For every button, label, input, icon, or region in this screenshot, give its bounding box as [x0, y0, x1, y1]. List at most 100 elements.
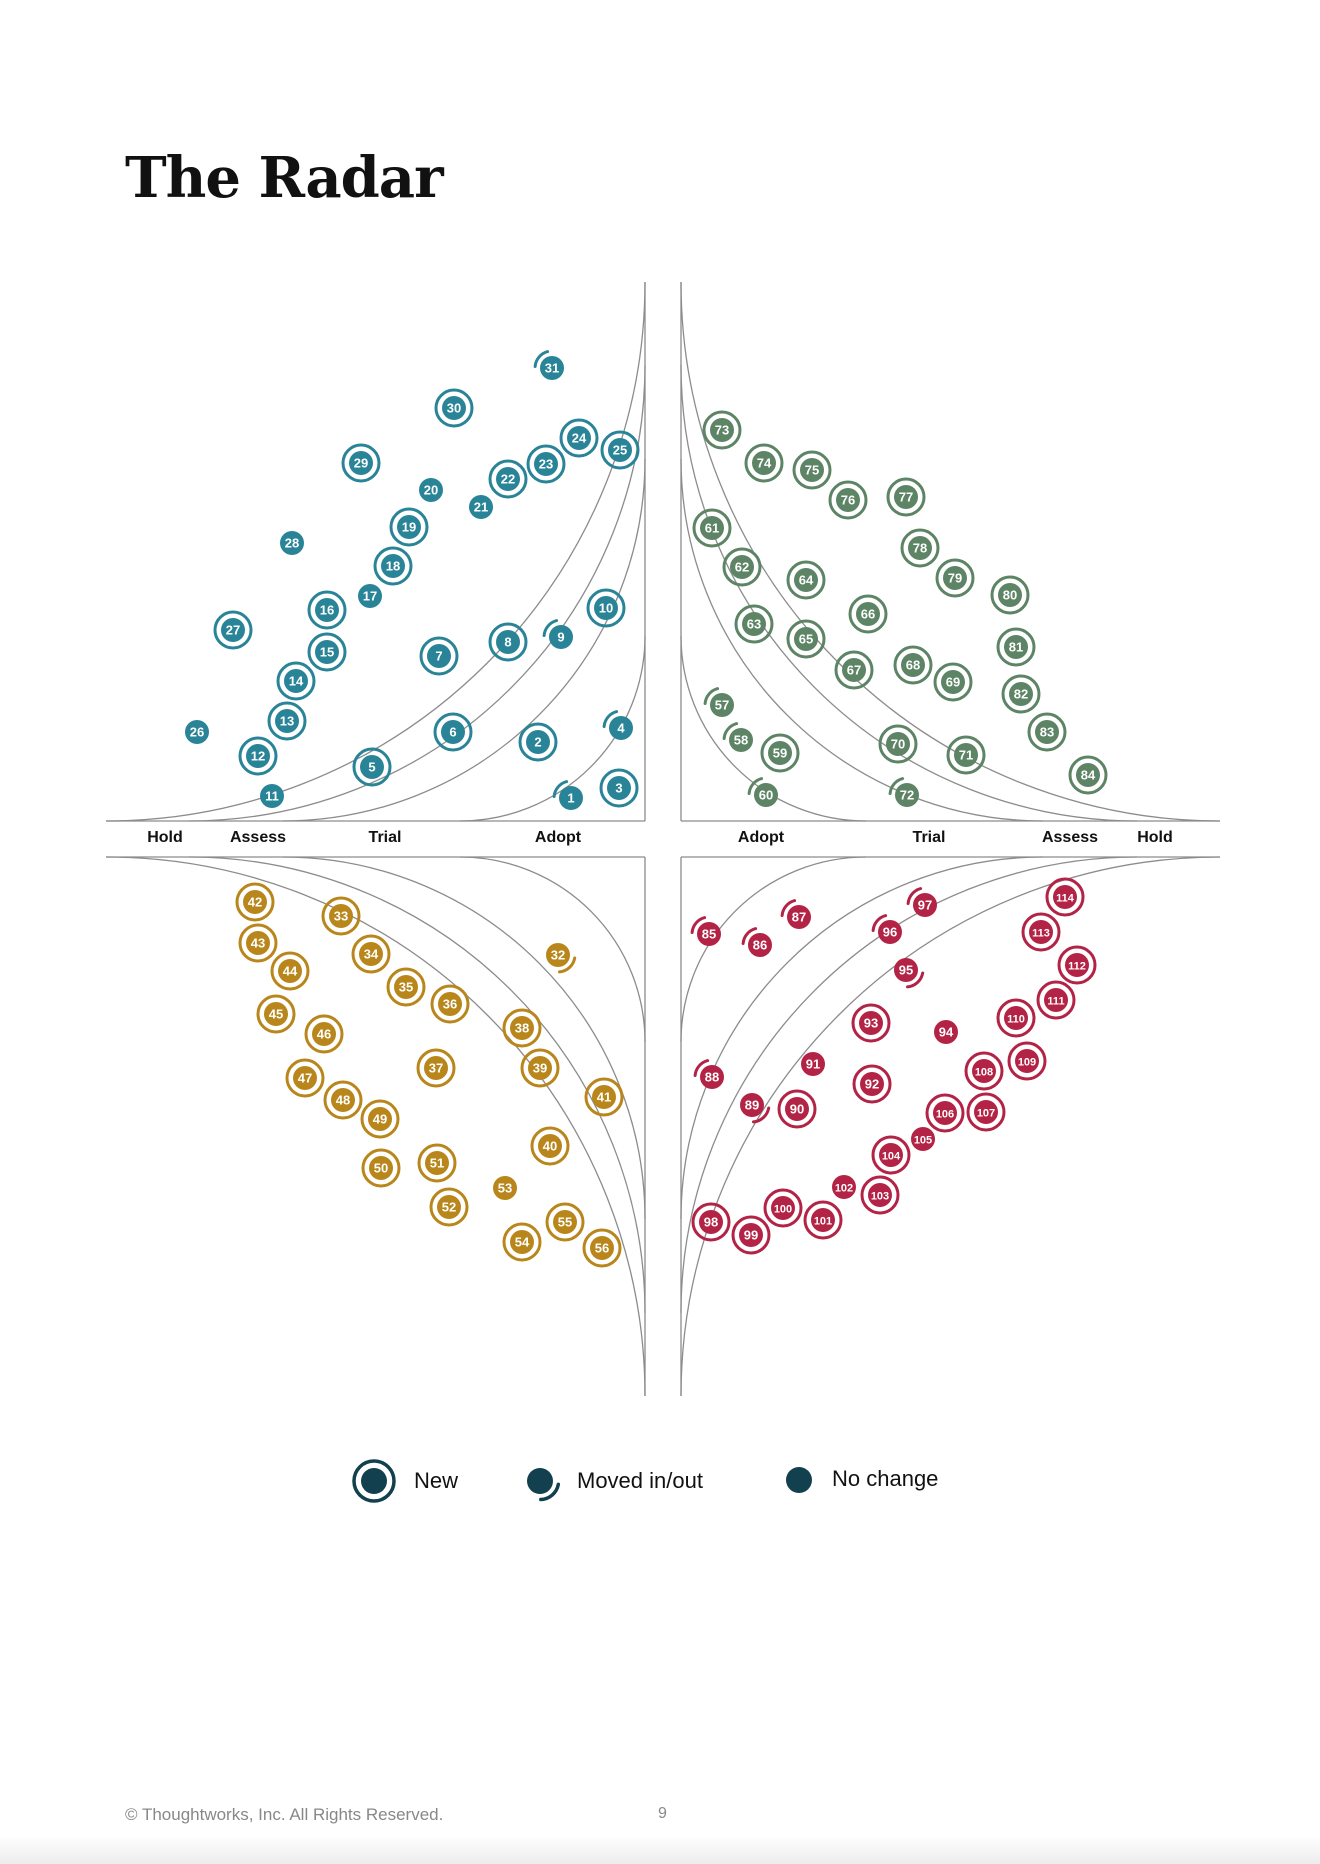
blip-46[interactable]: 46	[304, 1014, 344, 1054]
blip-21[interactable]: 21	[469, 495, 493, 519]
blip-107[interactable]: 107	[966, 1092, 1006, 1132]
blip-28[interactable]: 28	[280, 531, 304, 555]
blip-104[interactable]: 104	[871, 1135, 911, 1175]
blip-87[interactable]: 87	[780, 899, 811, 929]
blip-70[interactable]: 70	[878, 724, 918, 764]
blip-15[interactable]: 15	[307, 632, 347, 672]
blip-24[interactable]: 24	[559, 418, 599, 458]
blip-79[interactable]: 79	[935, 558, 975, 598]
blip-69[interactable]: 69	[933, 662, 973, 702]
blip-59[interactable]: 59	[760, 733, 800, 773]
blip-108[interactable]: 108	[964, 1051, 1004, 1091]
blip-42[interactable]: 42	[235, 882, 275, 922]
blip-20[interactable]: 20	[419, 478, 443, 502]
blip-53[interactable]: 53	[493, 1176, 517, 1200]
blip-13[interactable]: 13	[267, 701, 307, 741]
blip-81[interactable]: 81	[996, 627, 1036, 667]
blip-94[interactable]: 94	[934, 1020, 958, 1044]
blip-77[interactable]: 77	[886, 477, 926, 517]
blip-33[interactable]: 33	[321, 896, 361, 936]
blip-29[interactable]: 29	[341, 443, 381, 483]
blip-71[interactable]: 71	[946, 735, 986, 775]
blip-64[interactable]: 64	[786, 560, 826, 600]
blip-12[interactable]: 12	[238, 736, 278, 776]
blip-16[interactable]: 16	[307, 590, 347, 630]
blip-75[interactable]: 75	[792, 450, 832, 490]
blip-50[interactable]: 50	[361, 1148, 401, 1188]
blip-63[interactable]: 63	[734, 604, 774, 644]
blip-85[interactable]: 85	[690, 916, 721, 946]
blip-96[interactable]: 96	[871, 914, 902, 944]
blip-8[interactable]: 8	[488, 622, 528, 662]
blip-65[interactable]: 65	[786, 619, 826, 659]
blip-84[interactable]: 84	[1068, 755, 1108, 795]
blip-74[interactable]: 74	[744, 443, 784, 483]
blip-92[interactable]: 92	[852, 1064, 892, 1104]
blip-67[interactable]: 67	[834, 650, 874, 690]
blip-14[interactable]: 14	[276, 661, 316, 701]
blip-62[interactable]: 62	[722, 547, 762, 587]
blip-45[interactable]: 45	[256, 994, 296, 1034]
blip-32[interactable]: 32	[546, 943, 577, 974]
blip-68[interactable]: 68	[893, 645, 933, 685]
blip-114[interactable]: 114	[1045, 877, 1085, 917]
blip-90[interactable]: 90	[777, 1089, 817, 1129]
blip-91[interactable]: 91	[801, 1052, 825, 1076]
blip-106[interactable]: 106	[925, 1093, 965, 1133]
blip-9[interactable]: 9	[542, 619, 573, 649]
blip-111[interactable]: 111	[1036, 980, 1076, 1020]
blip-113[interactable]: 113	[1021, 912, 1061, 952]
blip-105[interactable]: 105	[911, 1127, 935, 1151]
blip-19[interactable]: 19	[389, 507, 429, 547]
blip-31[interactable]: 31	[533, 350, 564, 380]
blip-49[interactable]: 49	[360, 1099, 400, 1139]
blip-57[interactable]: 57	[703, 687, 734, 717]
blip-98[interactable]: 98	[691, 1202, 731, 1242]
blip-109[interactable]: 109	[1007, 1041, 1047, 1081]
blip-44[interactable]: 44	[270, 951, 310, 991]
blip-10[interactable]: 10	[586, 588, 626, 628]
blip-72[interactable]: 72	[888, 777, 919, 807]
blip-2[interactable]: 2	[518, 722, 558, 762]
blip-43[interactable]: 43	[238, 923, 278, 963]
blip-60[interactable]: 60	[747, 777, 778, 807]
blip-66[interactable]: 66	[848, 594, 888, 634]
blip-17[interactable]: 17	[358, 584, 382, 608]
blip-86[interactable]: 86	[741, 927, 772, 957]
blip-41[interactable]: 41	[584, 1077, 624, 1117]
blip-101[interactable]: 101	[803, 1200, 843, 1240]
blip-102[interactable]: 102	[832, 1175, 856, 1199]
blip-54[interactable]: 54	[502, 1222, 542, 1262]
blip-51[interactable]: 51	[417, 1143, 457, 1183]
blip-100[interactable]: 100	[763, 1188, 803, 1228]
blip-83[interactable]: 83	[1027, 712, 1067, 752]
blip-11[interactable]: 11	[260, 784, 284, 808]
blip-103[interactable]: 103	[860, 1175, 900, 1215]
blip-78[interactable]: 78	[900, 528, 940, 568]
blip-25[interactable]: 25	[600, 430, 640, 470]
blip-40[interactable]: 40	[530, 1126, 570, 1166]
blip-110[interactable]: 110	[996, 998, 1036, 1038]
blip-61[interactable]: 61	[692, 508, 732, 548]
blip-30[interactable]: 30	[434, 388, 474, 428]
blip-89[interactable]: 89	[740, 1093, 771, 1124]
blip-58[interactable]: 58	[722, 722, 753, 752]
blip-5[interactable]: 5	[352, 747, 392, 787]
blip-47[interactable]: 47	[285, 1058, 325, 1098]
blip-27[interactable]: 27	[213, 610, 253, 650]
blip-4[interactable]: 4	[602, 710, 633, 740]
blip-35[interactable]: 35	[386, 967, 426, 1007]
blip-88[interactable]: 88	[693, 1059, 724, 1089]
blip-93[interactable]: 93	[851, 1003, 891, 1043]
blip-37[interactable]: 37	[416, 1048, 456, 1088]
blip-99[interactable]: 99	[731, 1215, 771, 1255]
blip-80[interactable]: 80	[990, 575, 1030, 615]
blip-34[interactable]: 34	[351, 934, 391, 974]
blip-23[interactable]: 23	[526, 444, 566, 484]
blip-18[interactable]: 18	[373, 546, 413, 586]
blip-55[interactable]: 55	[545, 1202, 585, 1242]
blip-82[interactable]: 82	[1001, 674, 1041, 714]
blip-26[interactable]: 26	[185, 720, 209, 744]
blip-76[interactable]: 76	[828, 480, 868, 520]
blip-22[interactable]: 22	[488, 459, 528, 499]
